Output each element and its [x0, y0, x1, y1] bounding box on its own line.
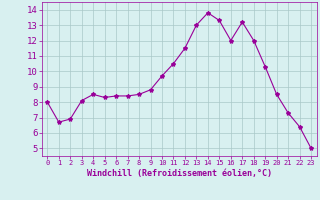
X-axis label: Windchill (Refroidissement éolien,°C): Windchill (Refroidissement éolien,°C)	[87, 169, 272, 178]
